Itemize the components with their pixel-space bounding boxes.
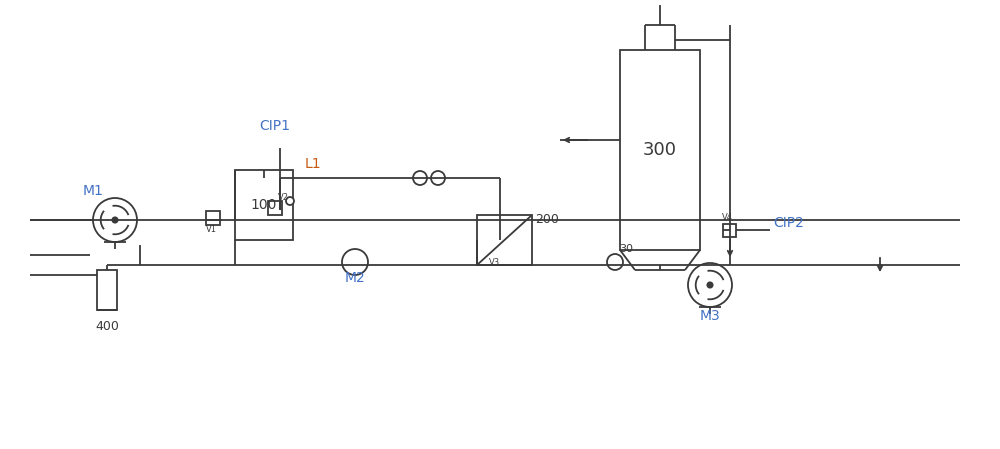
Bar — [268, 201, 282, 215]
Text: CIP2: CIP2 — [773, 216, 804, 230]
Circle shape — [286, 197, 294, 205]
Text: V2: V2 — [278, 193, 289, 202]
Text: L1: L1 — [305, 157, 322, 171]
Bar — [235, 170, 293, 240]
Text: M1: M1 — [83, 184, 103, 198]
Circle shape — [431, 171, 445, 185]
Text: V4: V4 — [722, 213, 733, 222]
Text: 300: 300 — [643, 141, 677, 159]
Circle shape — [707, 282, 713, 288]
Text: 100: 100 — [251, 198, 277, 212]
Text: V3: V3 — [489, 258, 500, 267]
Text: M2: M2 — [345, 271, 365, 285]
Text: 200: 200 — [535, 213, 559, 226]
Bar — [206, 211, 220, 225]
Bar — [479, 247, 493, 259]
Text: CIP1: CIP1 — [260, 119, 290, 133]
Text: 400: 400 — [95, 320, 119, 333]
Circle shape — [93, 198, 137, 242]
Text: M3: M3 — [700, 309, 720, 323]
Text: V1: V1 — [206, 225, 217, 234]
Bar — [620, 50, 700, 250]
Circle shape — [413, 171, 427, 185]
Circle shape — [112, 217, 118, 223]
Circle shape — [342, 249, 368, 275]
Text: 30: 30 — [619, 244, 633, 254]
Bar — [97, 270, 117, 310]
Bar — [723, 224, 736, 237]
Bar — [477, 215, 532, 265]
Circle shape — [607, 254, 623, 270]
Circle shape — [688, 263, 732, 307]
